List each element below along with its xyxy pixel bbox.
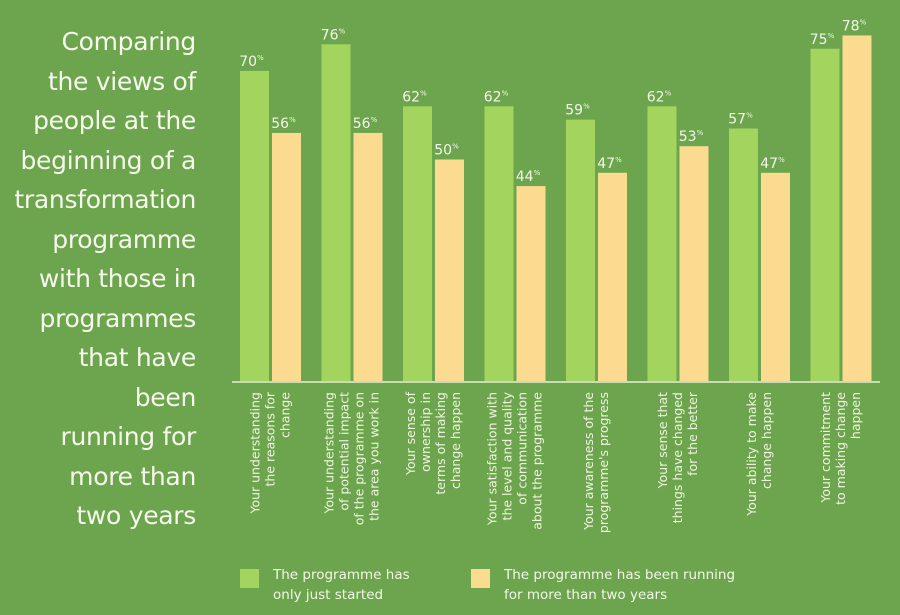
title-line: Comparing [61,27,196,56]
bar-running [842,35,872,382]
legend-swatch-started [240,569,259,588]
category-label-line: of the programme on [352,392,367,525]
category-label: Your ability to make change happen [744,392,774,517]
data-label-started: 76% [321,27,346,43]
category-label-line: of communication [515,392,530,505]
category-label-line: change happen [759,392,774,489]
title-line: people at the [33,106,196,135]
bar-started [647,106,677,381]
bar-running [353,132,383,381]
bar-started [484,106,514,381]
category-label-line: Your ability to make [744,392,759,517]
legend-swatch-running [471,569,490,588]
title-line: programme [52,224,196,254]
data-label-started: 70% [239,54,264,70]
title-line: transformation [14,185,196,214]
category-label-line: ownership in [418,392,433,472]
category-label-line: Your sense of [403,391,418,476]
bar-running [272,132,301,381]
category-label-line: programme's progress [596,392,611,533]
data-label-started: 62% [402,89,427,105]
bar-running [761,172,790,381]
category-label-line: terms of making [433,392,448,495]
category-label-line: Your commitment [818,392,833,504]
bar-started [566,119,595,381]
category-label: Your commitment to making change happen [818,392,863,505]
category-label-line: the reasons for [263,391,278,486]
data-label-running: 78% [842,18,867,34]
bar-running [679,146,709,381]
data-label-running: 44% [516,169,541,185]
chart-title: Comparing the views of people at the beginn… [10,22,196,536]
category-label: Your sense of ownership in terms of making… [403,391,463,494]
legend-label-running: The programme has been running for more … [504,567,736,603]
data-label-started: 75% [810,32,835,48]
title-line: more than [69,461,196,491]
bar-started [729,128,758,381]
category-label: Your satisfaction with the level and qual… [485,391,545,529]
bar-started [810,48,840,381]
title-line: with those in [38,264,196,293]
data-label-started: 59% [565,103,590,119]
category-label: Your awareness of the programme's progres… [581,392,611,533]
data-label-running: 53% [679,129,704,145]
category-label-line: happen [848,392,863,439]
bar-started [403,106,432,381]
bar-running [598,172,627,381]
title-line: that have been [78,343,197,412]
legend-item-running: The programme has been running for more … [471,565,735,605]
category-label-line: Your sense that [655,392,670,489]
data-label-started: 57% [728,111,753,127]
legend-item-started: The programme has only just started [240,565,410,605]
category-label-line: Your awareness of the [581,392,596,531]
data-label-running: 56% [271,116,296,132]
category-label-line: change [278,392,293,438]
title-line: programmes [39,303,197,333]
category-label: Your sense that things have changed for th… [655,391,700,523]
category-label-line: Your understanding [322,392,337,515]
title-line: running for [60,422,197,451]
data-label-running: 47% [597,156,622,172]
bar-started [240,70,269,382]
bar-started [321,44,351,381]
title-line: beginning of a [20,145,196,175]
data-label-running: 47% [760,156,785,172]
bar-running [435,159,464,381]
category-label-line: Your satisfaction with [485,392,500,526]
category-label-line: the area you work in [367,392,382,521]
category-label-line: for the better [685,391,700,476]
category-label-line: the level and quality [500,391,515,520]
category-label-line: about the programme [530,392,545,530]
category-label-line: to making change [833,392,848,505]
category-label-line: things have changed [670,392,685,523]
data-label-running: 56% [353,116,378,132]
title-line: the views of [47,66,196,96]
data-label-running: 50% [434,143,459,159]
category-label: Your understanding the reasons for change [248,391,293,514]
title-line: two years [76,501,196,530]
category-label: Your understanding of potential impact of … [322,392,382,525]
category-label-line: change happen [448,392,463,489]
bar-running [516,186,546,381]
data-label-started: 62% [484,89,509,105]
legend-label-started: The programme has only just started [273,567,410,603]
data-label-started: 62% [647,89,672,105]
category-label-line: Your understanding [248,392,263,515]
category-label-line: of potential impact [337,392,352,511]
